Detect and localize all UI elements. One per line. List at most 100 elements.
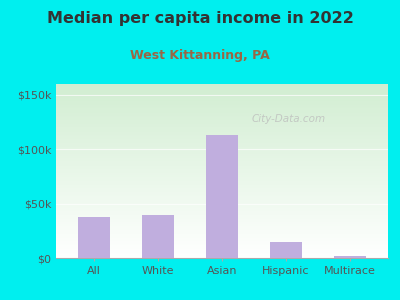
Bar [56, 229, 388, 230]
Bar [56, 239, 388, 240]
Bar [56, 196, 388, 197]
Bar [56, 187, 388, 188]
Bar [56, 156, 388, 157]
Bar [56, 136, 388, 137]
Bar [56, 222, 388, 223]
Bar [56, 227, 388, 228]
Bar [56, 179, 388, 180]
Bar [56, 224, 388, 225]
Bar [56, 223, 388, 224]
Bar [56, 112, 388, 113]
Bar [56, 173, 388, 174]
Bar [56, 150, 388, 151]
Bar [56, 98, 388, 99]
Bar [56, 128, 388, 129]
Bar [56, 208, 388, 209]
Bar [56, 88, 388, 89]
Bar [56, 167, 388, 168]
Bar [56, 132, 388, 133]
Bar [56, 129, 388, 130]
Bar [56, 204, 388, 205]
Bar [56, 153, 388, 154]
Bar [56, 168, 388, 169]
Bar [56, 163, 388, 164]
Bar [56, 183, 388, 184]
Bar [56, 142, 388, 143]
Bar [56, 205, 388, 206]
Bar [56, 131, 388, 132]
Bar [56, 96, 388, 97]
Bar [56, 254, 388, 255]
Bar [56, 252, 388, 253]
Bar [56, 157, 388, 158]
Bar [56, 144, 388, 145]
Bar [56, 143, 388, 144]
Bar [56, 242, 388, 243]
Bar [56, 111, 388, 112]
Bar [56, 218, 388, 219]
Bar [56, 99, 388, 100]
Bar [56, 101, 388, 102]
Bar [56, 161, 388, 162]
Bar [56, 216, 388, 217]
Bar [56, 133, 388, 134]
Bar [56, 172, 388, 173]
Text: City-Data.com: City-Data.com [251, 114, 326, 124]
Bar [56, 190, 388, 191]
Bar [56, 232, 388, 233]
Bar [56, 247, 388, 248]
Bar [56, 97, 388, 98]
Bar [56, 145, 388, 146]
Bar [56, 138, 388, 139]
Bar [56, 235, 388, 236]
Bar [206, 135, 238, 258]
Bar [56, 184, 388, 185]
Text: Median per capita income in 2022: Median per capita income in 2022 [46, 11, 354, 26]
Bar [56, 214, 388, 215]
Bar [56, 238, 388, 239]
Bar [56, 186, 388, 187]
Bar [56, 91, 388, 92]
Bar [56, 94, 388, 95]
Bar [56, 203, 388, 204]
Bar [56, 202, 388, 203]
Bar [56, 220, 388, 221]
Bar [56, 160, 388, 161]
Bar [56, 255, 388, 256]
Bar [56, 228, 388, 229]
Bar [56, 182, 388, 183]
Bar [56, 176, 388, 177]
Bar [56, 201, 388, 202]
Text: West Kittanning, PA: West Kittanning, PA [130, 50, 270, 62]
Bar [56, 231, 388, 232]
Bar [56, 120, 388, 121]
Bar [56, 165, 388, 166]
Bar [56, 243, 388, 244]
Bar [56, 130, 388, 131]
Bar [56, 118, 388, 119]
Bar [56, 102, 388, 103]
Bar [56, 194, 388, 195]
Bar [56, 135, 388, 136]
Bar [56, 152, 388, 153]
Bar [56, 219, 388, 220]
Bar [56, 146, 388, 147]
Bar [56, 209, 388, 210]
Bar [56, 106, 388, 107]
Bar [56, 226, 388, 227]
Bar [56, 121, 388, 122]
Bar [56, 114, 388, 115]
Bar [56, 119, 388, 120]
Bar [56, 100, 388, 101]
Bar [56, 221, 388, 222]
Bar [56, 140, 388, 141]
Bar [56, 170, 388, 171]
Bar [56, 151, 388, 152]
Bar [56, 188, 388, 189]
Bar [56, 158, 388, 159]
Bar [56, 154, 388, 155]
Bar [56, 181, 388, 182]
Bar [56, 246, 388, 247]
Bar [56, 87, 388, 88]
Bar [56, 85, 388, 86]
